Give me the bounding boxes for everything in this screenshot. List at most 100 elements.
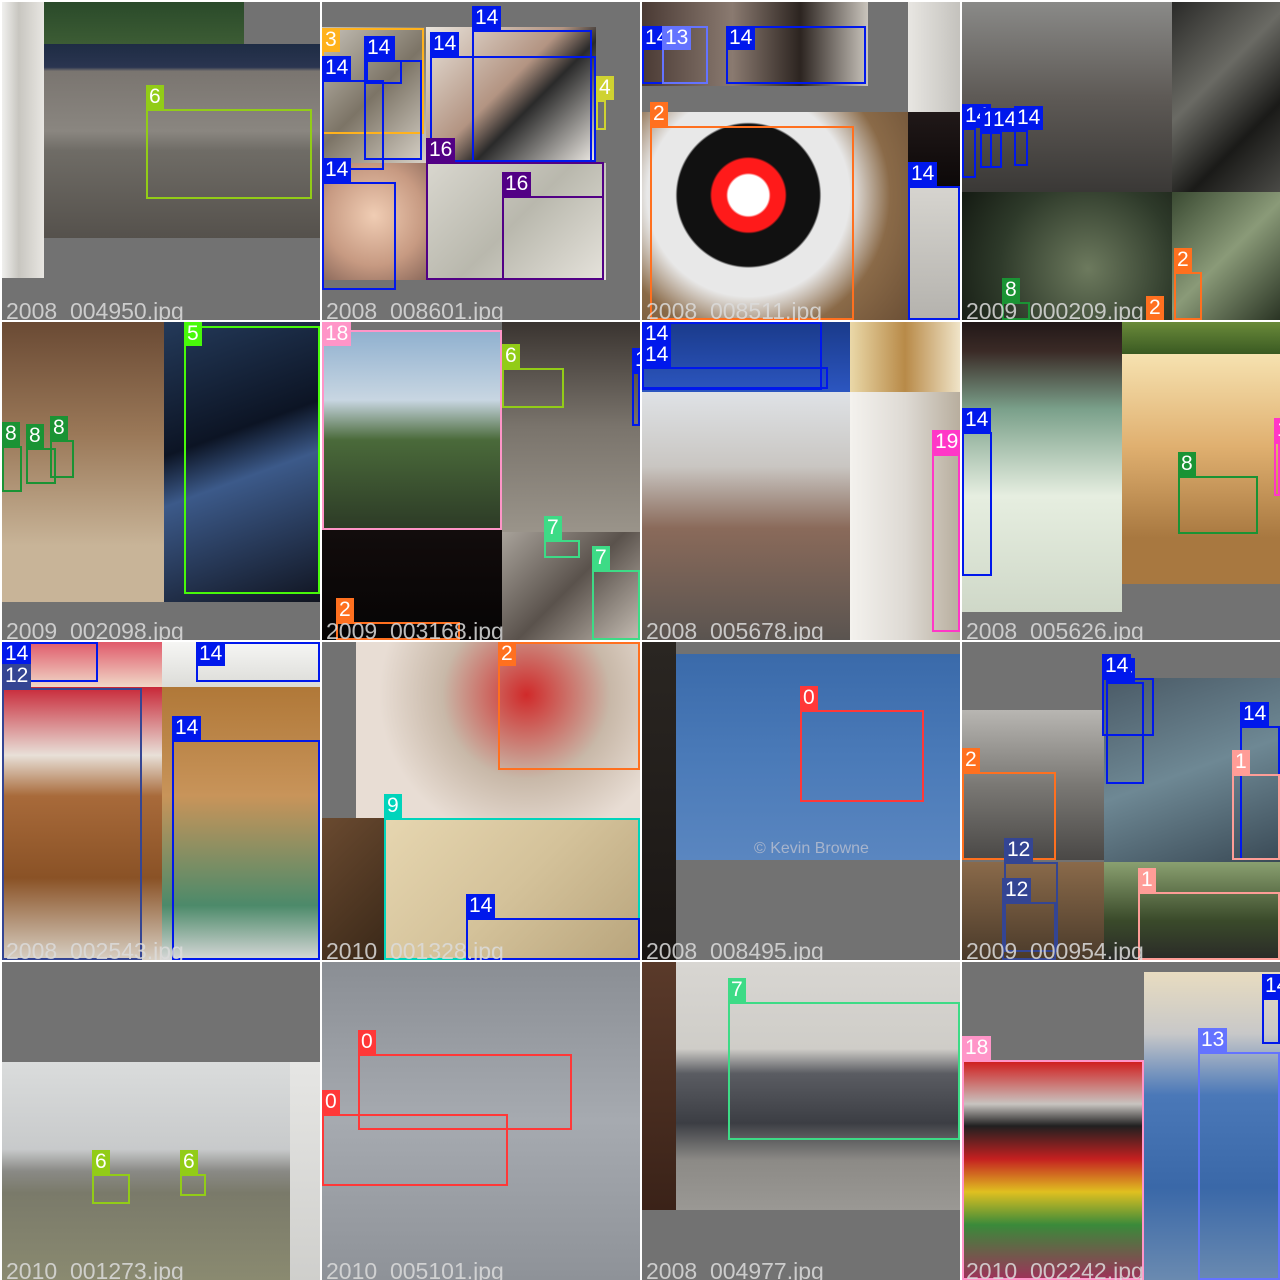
tile-filename: 2009_000954.jpg <box>966 938 1144 960</box>
bounding-box <box>1262 998 1280 1044</box>
mosaic-image-piece <box>642 642 676 960</box>
box-class-label: 14 <box>726 26 756 50</box>
box-class-label: 16 <box>426 138 456 162</box>
bounding-box <box>2 688 142 960</box>
mosaic-image-piece <box>962 192 1172 320</box>
bounding-box <box>726 26 866 84</box>
mosaic-image-piece <box>44 44 320 238</box>
bounding-box <box>322 80 384 170</box>
bounding-box <box>800 710 924 802</box>
bounding-box <box>908 186 960 320</box>
bounding-box <box>336 622 460 640</box>
mosaic-tile: 7 2008_004977.jpg <box>642 962 960 1280</box>
box-class-label: 2 <box>1146 296 1164 320</box>
box-class-label: 3 <box>322 28 340 52</box>
mosaic-tile: 14 14 12 14 2008_002543.jpg <box>2 642 320 960</box>
mosaic-image-piece <box>2 2 44 278</box>
mosaic-image-piece <box>2 687 162 960</box>
bounding-box <box>466 918 640 960</box>
mosaic-image-piece <box>850 322 960 392</box>
box-class-label: 2 <box>498 642 516 666</box>
bounding-box <box>180 1174 206 1196</box>
mosaic-tile: 14 14 19 2008_005678.jpg <box>642 322 960 640</box>
tile-filename: 2008_005626.jpg <box>966 618 1144 640</box>
mosaic-tile: 6 2008_004950.jpg <box>2 2 320 320</box>
bounding-box <box>1274 442 1280 496</box>
box-class-label: 2 <box>1174 248 1192 272</box>
bounding-box <box>1002 902 1056 960</box>
mosaic-tile: 14 13 14 2 14 2008_008511.jpg <box>642 2 960 320</box>
mosaic-tile: 14141421212112009_000954.jpg <box>962 642 1280 960</box>
tile-filename: 2010_001273.jpg <box>6 1258 184 1280</box>
bounding-box <box>322 1114 508 1186</box>
bounding-box <box>2 446 22 492</box>
mosaic-tile: 0 0 2010_005101.jpg <box>322 962 640 1280</box>
box-class-label: 16 <box>502 172 532 196</box>
bounding-box <box>322 182 396 290</box>
box-class-label: 14 <box>642 343 672 367</box>
box-class-label: 12 <box>1004 838 1034 862</box>
bounding-box <box>1178 476 1258 534</box>
bounding-box <box>364 60 422 160</box>
box-class-label: 0 <box>322 1090 340 1114</box>
mosaic-image-piece <box>322 330 502 530</box>
mosaic-image-piece <box>642 962 676 1210</box>
mosaic-image-piece <box>642 112 908 320</box>
mosaic-image-piece <box>502 322 640 532</box>
bounding-box <box>498 642 640 770</box>
box-class-label: 14 <box>908 162 938 186</box>
bounding-box <box>1002 302 1030 320</box>
bounding-box <box>596 100 606 130</box>
box-class-label: 1 <box>1232 750 1250 774</box>
box-class-label: 6 <box>180 1150 198 1174</box>
mosaic-tile: 18 6 7 7 2 14 2009_003168.jpg <box>322 322 640 640</box>
tile-filename: 2008_008511.jpg <box>646 298 823 320</box>
mosaic-tile: 8 8 8 5 2009_002098.jpg <box>2 322 320 640</box>
box-class-label: 18 <box>962 1036 992 1060</box>
mosaic-tile: 3141414141441616142008_008601.jpg <box>322 2 640 320</box>
bounding-box <box>358 1054 572 1130</box>
box-class-label: 5 <box>184 322 202 346</box>
mosaic-image-piece <box>962 322 1122 612</box>
box-class-label: 14 <box>1102 654 1132 678</box>
bounding-box <box>728 1002 960 1140</box>
mosaic-image-piece <box>386 818 640 960</box>
box-class-label: 14 <box>1014 106 1044 130</box>
mosaic-image-piece <box>962 1060 1144 1280</box>
mosaic-tile: 18 13 14 2010_002242.jpg <box>962 962 1280 1280</box>
mosaic-tile: 6 6 2010_001273.jpg <box>2 962 320 1280</box>
bounding-box <box>502 368 564 408</box>
box-class-label: 14 <box>642 322 672 346</box>
bounding-box <box>26 448 56 484</box>
bounding-box <box>632 372 640 426</box>
box-class-label: 7 <box>544 516 562 540</box>
box-class-label: 14 <box>962 408 992 432</box>
box-class-label: 6 <box>502 344 520 368</box>
box-class-label: 2 <box>336 598 354 622</box>
bounding-box <box>50 440 74 478</box>
box-class-label: 14 <box>472 6 502 30</box>
photo-watermark: © Kevin Browne <box>754 840 869 857</box>
mosaic-image-piece <box>1172 2 1280 192</box>
mosaic-tile: 0 © Kevin Browne 2008_008495.jpg <box>642 642 960 960</box>
box-class-label: 13 <box>1198 1028 1228 1052</box>
mosaic-image-piece <box>1122 354 1280 584</box>
mosaic-image-piece <box>1122 322 1280 354</box>
bounding-box <box>642 367 828 389</box>
box-class-label: 19 <box>932 430 960 454</box>
box-class-label: 14 <box>1240 702 1270 726</box>
box-class-label: 8 <box>1002 278 1020 302</box>
mosaic-image-piece <box>502 532 640 640</box>
mosaic-image-piece <box>962 2 1172 192</box>
bounding-box <box>990 132 1002 168</box>
mosaic-image-piece <box>962 710 1104 860</box>
mosaic-tile: 14 8 1 2008_005626.jpg <box>962 322 1280 640</box>
tile-filename: 2008_005678.jpg <box>646 618 824 640</box>
box-class-label: 14 <box>322 56 352 80</box>
bounding-box <box>1174 272 1202 320</box>
box-class-label: 14 <box>322 158 352 182</box>
box-class-label: 18 <box>322 322 352 346</box>
bounding-box <box>92 1174 130 1204</box>
box-class-label: 0 <box>358 1030 376 1054</box>
mosaic-image-piece <box>162 642 320 687</box>
